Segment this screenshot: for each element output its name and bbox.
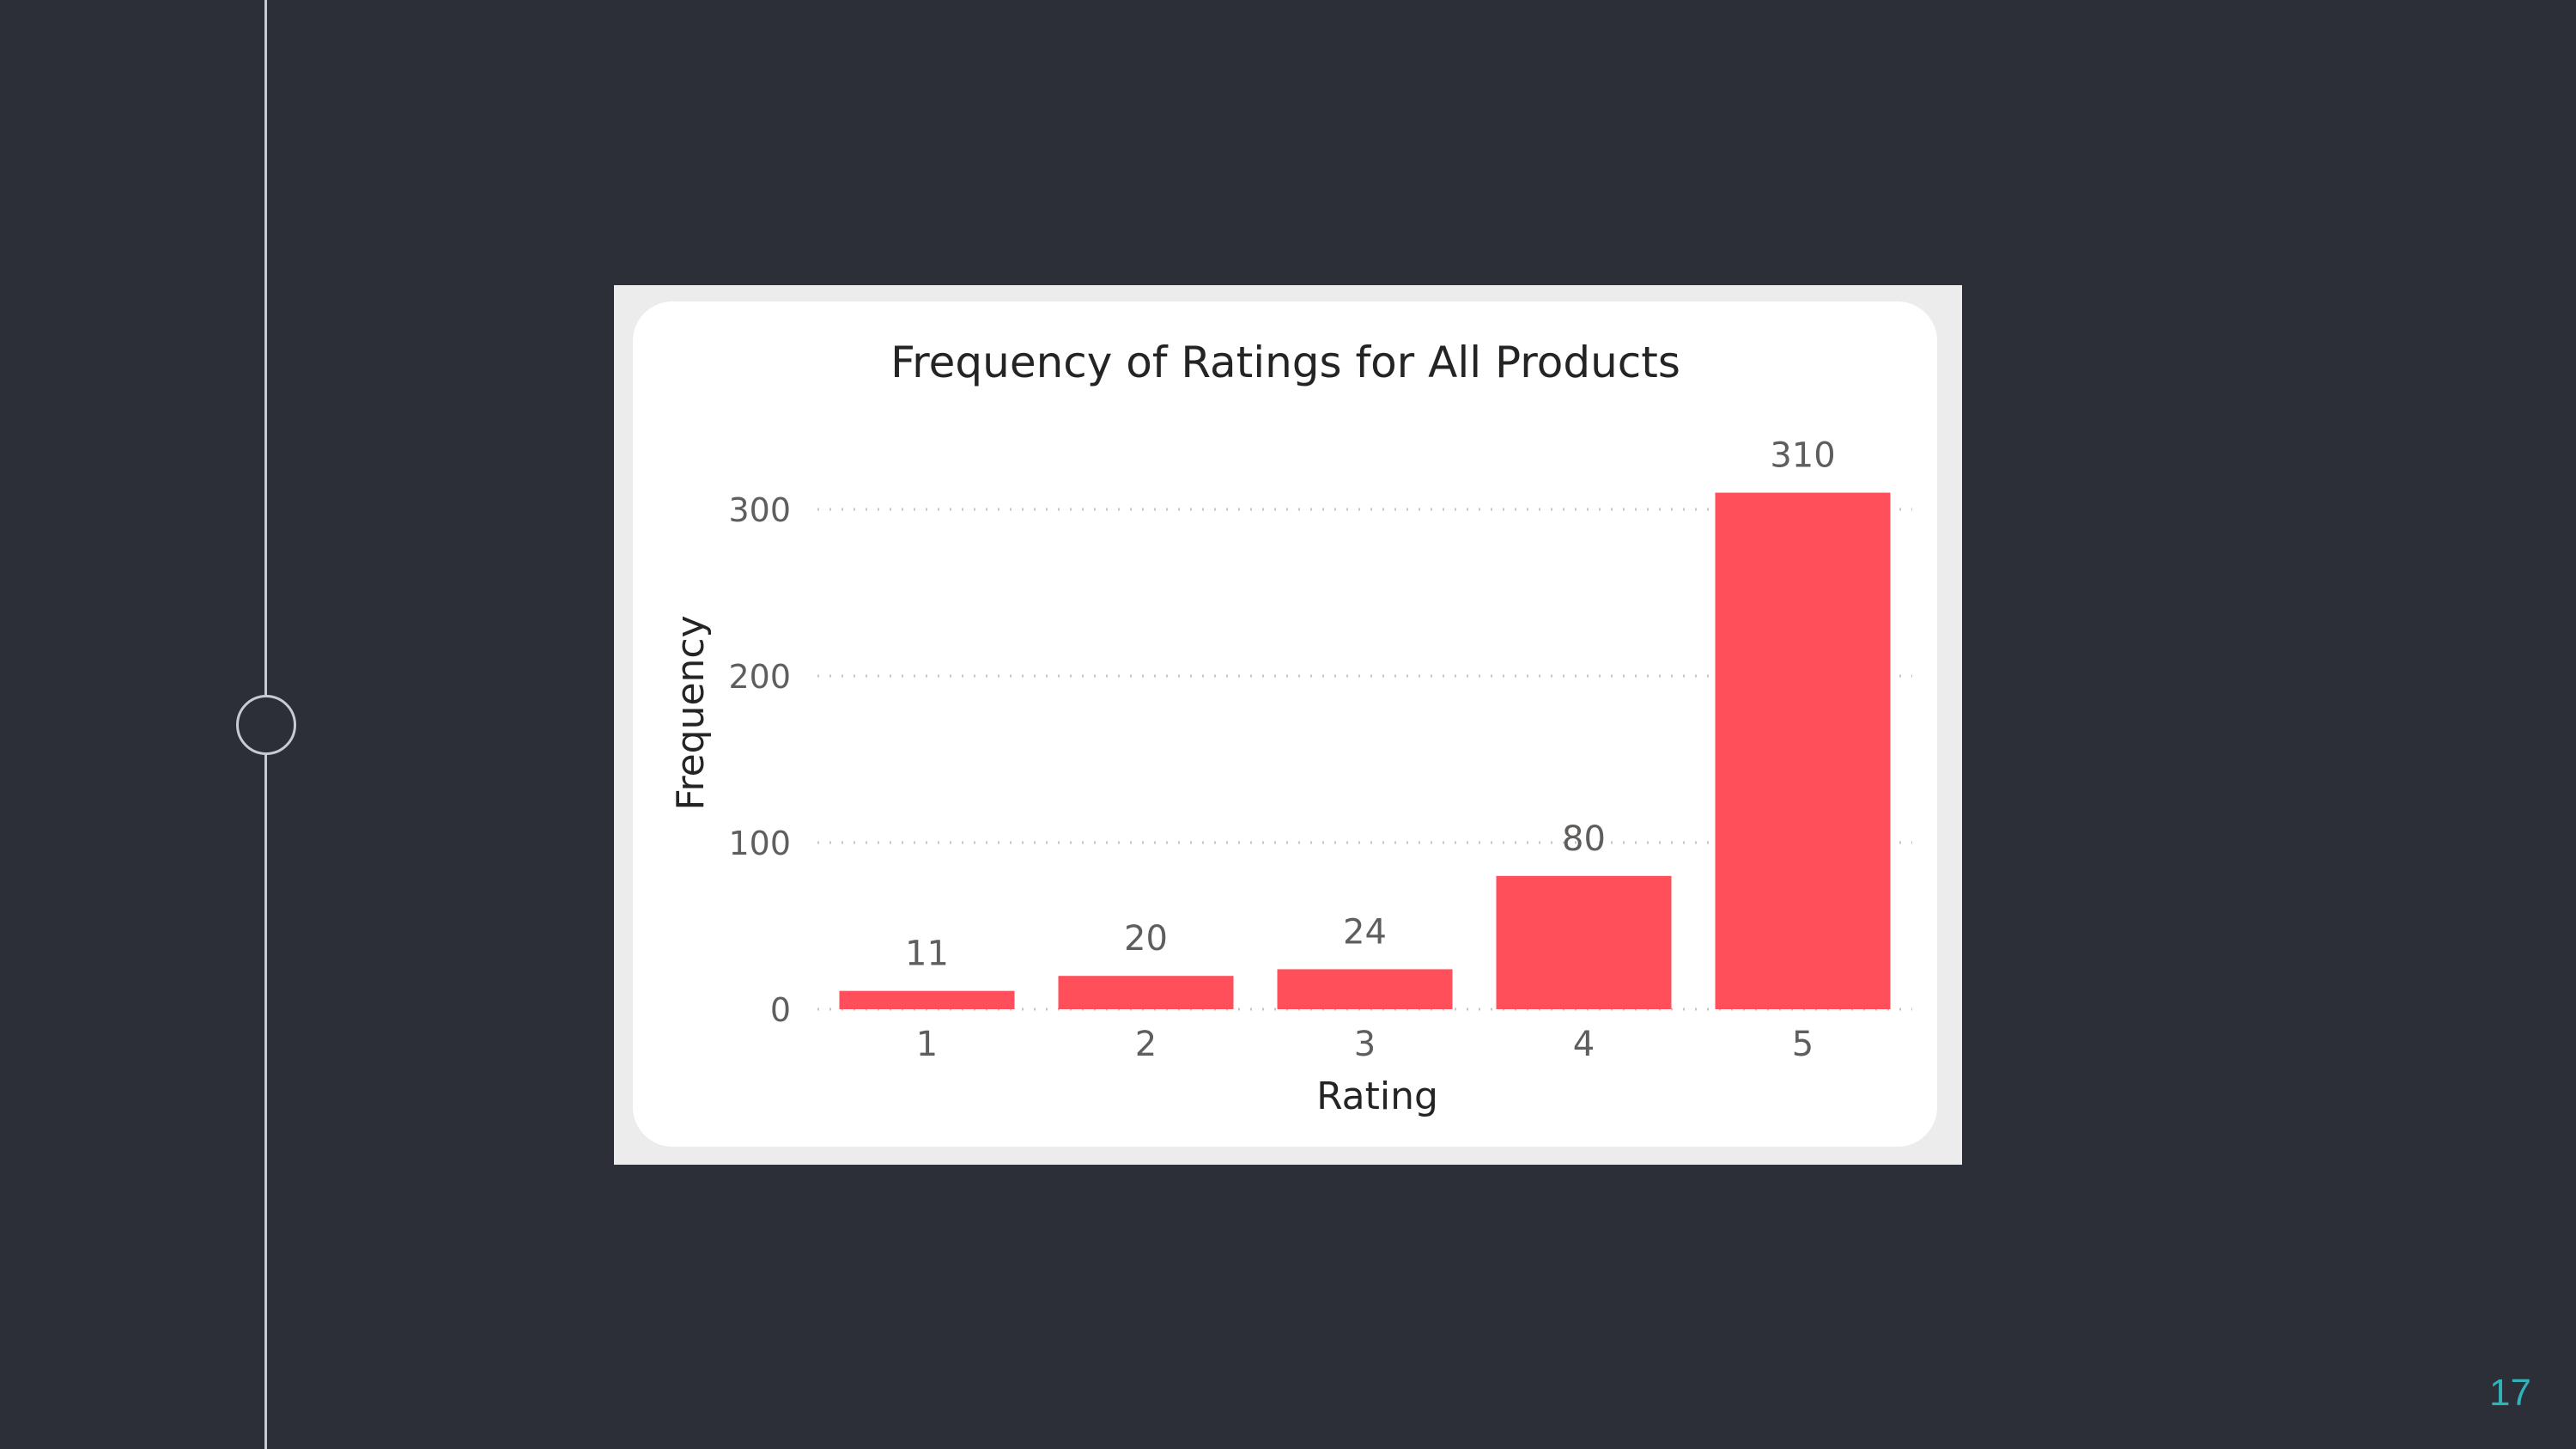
data-label: 24 (1343, 912, 1387, 952)
bar-rating-5 (1715, 492, 1891, 1009)
y-tick-label: 300 (728, 491, 791, 529)
x-tick-label: 3 (1354, 1025, 1376, 1064)
chart-card: Frequency of Ratings for All Products 0 1… (633, 301, 1937, 1147)
y-tick-label: 0 (770, 991, 791, 1029)
y-tick-label: 200 (728, 658, 791, 696)
bar-rating-2 (1058, 976, 1234, 1009)
y-tick-label: 100 (728, 825, 791, 862)
x-tick-label: 5 (1792, 1025, 1814, 1064)
page-number: 17 (2489, 1372, 2531, 1414)
bars (839, 492, 1891, 1009)
chart-title: Frequency of Ratings for All Products (890, 338, 1680, 387)
bar-rating-3 (1277, 969, 1453, 1009)
data-label: 80 (1562, 819, 1606, 859)
data-label: 11 (905, 935, 949, 974)
x-tick-label: 1 (916, 1025, 938, 1064)
x-tick-label: 4 (1573, 1025, 1595, 1064)
y-axis-ticks: 0 100 200 300 (728, 491, 791, 1029)
bar-chart: Frequency of Ratings for All Products 0 1… (669, 338, 1912, 1118)
y-axis-title: Frequency (669, 615, 713, 810)
x-tick-label: 2 (1135, 1025, 1157, 1064)
bar-rating-4 (1496, 875, 1672, 1009)
x-axis-ticks: 1 2 3 4 5 (916, 1025, 1814, 1064)
timeline-node-icon (236, 695, 296, 755)
data-label: 310 (1770, 436, 1835, 476)
x-axis-title: Rating (1316, 1075, 1438, 1118)
data-labels: 11 20 24 80 310 (905, 436, 1836, 974)
bar-rating-1 (839, 990, 1015, 1009)
chart-frame: Frequency of Ratings for All Products 0 1… (614, 285, 1962, 1165)
data-label: 20 (1124, 919, 1168, 959)
